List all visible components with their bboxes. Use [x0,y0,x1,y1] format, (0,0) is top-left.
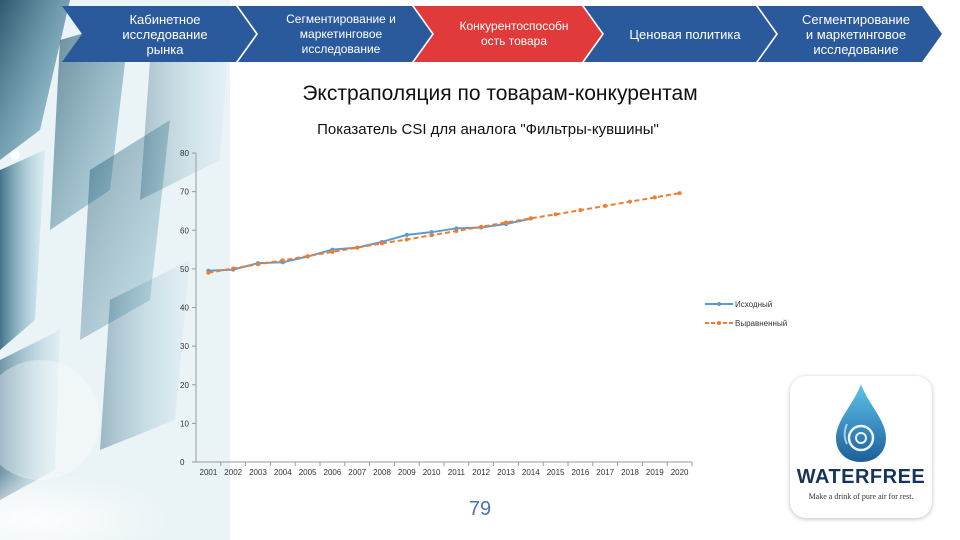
x-tick-label: 2002 [224,468,242,477]
x-tick-label: 2020 [671,468,689,477]
x-tick-label: 2007 [348,468,366,477]
nav-arrow-4 [584,6,776,62]
series-2-point [280,258,285,263]
nav-step-1[interactable]: Кабинетное исследование рынка [122,11,208,57]
process-nav: Кабинетное исследование рынка Сегментиро… [0,0,960,70]
series-2-point [652,195,657,200]
nav-step-5[interactable]: Сегментирование и маркетинговое исследов… [801,11,911,57]
x-tick-label: 2018 [621,468,639,477]
y-axis: 0 10 20 30 40 50 60 70 80 [180,149,197,467]
series-2-point [429,233,434,238]
x-tick-label: 2009 [398,468,416,477]
series-2-point [454,229,459,234]
nav-arrow-3 [414,6,602,62]
x-tick-label: 2006 [324,468,342,477]
series-2-point [404,237,409,242]
x-tick-label: 2014 [522,468,540,477]
y-tick-label: 40 [180,304,189,313]
legend-marker-1 [717,302,721,306]
series-2-point [628,199,632,204]
series-2-point [603,203,608,208]
x-tick-label: 2001 [200,468,218,477]
series-2-point [330,249,335,254]
x-tick-label: 2004 [274,468,292,477]
series-2-point [528,216,533,221]
series-2-point [677,191,682,196]
series-line-2 [208,192,680,274]
nav-arrow-5 [758,6,942,62]
series-2-point [578,208,583,213]
series-2-point [504,220,508,225]
legend-label-1: Исходный [735,300,772,309]
series-2-point [479,224,484,229]
process-nav-arrows [62,6,942,62]
y-tick-label: 20 [180,381,189,390]
series-2-point [355,245,360,250]
x-tick-label: 2010 [423,468,441,477]
logo-wordmark: WATERFREE [796,466,926,488]
y-tick-label: 70 [180,188,189,197]
series-2-point [305,254,310,259]
series-1-point [429,230,434,235]
x-axis: 2001 2002 2003 2004 2005 2006 2007 2008 2009 2010… [196,461,693,477]
legend-marker-2 [717,321,721,325]
x-tick-label: 2005 [299,468,317,477]
x-tick-label: 2011 [448,468,466,477]
x-tick-label: 2019 [646,468,664,477]
legend: Исходный Выравненный [705,300,787,328]
y-tick-label: 50 [180,265,189,274]
series-layer [206,191,682,275]
y-tick-label: 0 [180,458,185,467]
slide-title: Экстраполяция по товарам-конкурентам [302,82,698,105]
page-number: 79 [468,498,492,520]
x-tick-label: 2016 [572,468,590,477]
nav-arrow-2 [238,6,432,62]
y-tick-label: 10 [180,419,189,428]
nav-arrow-1 [62,6,256,62]
chart-title: Показатель CSI для аналога "Фильтры-кувш… [317,121,659,138]
y-tick-label: 60 [180,226,189,235]
series-2-point [256,262,260,267]
nav-step-2[interactable]: Сегментирование и маркетинговое исследов… [286,11,396,56]
x-tick-label: 2013 [497,468,515,477]
water-drop-icon [836,384,886,462]
x-tick-label: 2008 [373,468,391,477]
y-tick-label: 80 [180,149,189,158]
series-1-point [404,232,409,237]
x-tick-label: 2003 [249,468,267,477]
x-tick-label: 2012 [472,468,490,477]
y-tick-label: 30 [180,342,189,351]
series-2-point [206,270,211,275]
x-tick-label: 2015 [547,468,565,477]
series-2-point [231,266,236,271]
legend-label-2: Выравненный [735,319,787,328]
x-tick-label: 2017 [596,468,614,477]
nav-step-4[interactable]: Ценовая политика [629,26,741,42]
waterfree-logo: WATERFREE Make a drink of pure air for r… [790,376,932,518]
series-2-point [380,241,384,246]
logo-tagline: Make a drink of pure air for rest. [808,492,914,501]
series-2-point [553,212,558,217]
nav-step-3[interactable]: Конкурентоспособн ость товара [459,19,569,48]
